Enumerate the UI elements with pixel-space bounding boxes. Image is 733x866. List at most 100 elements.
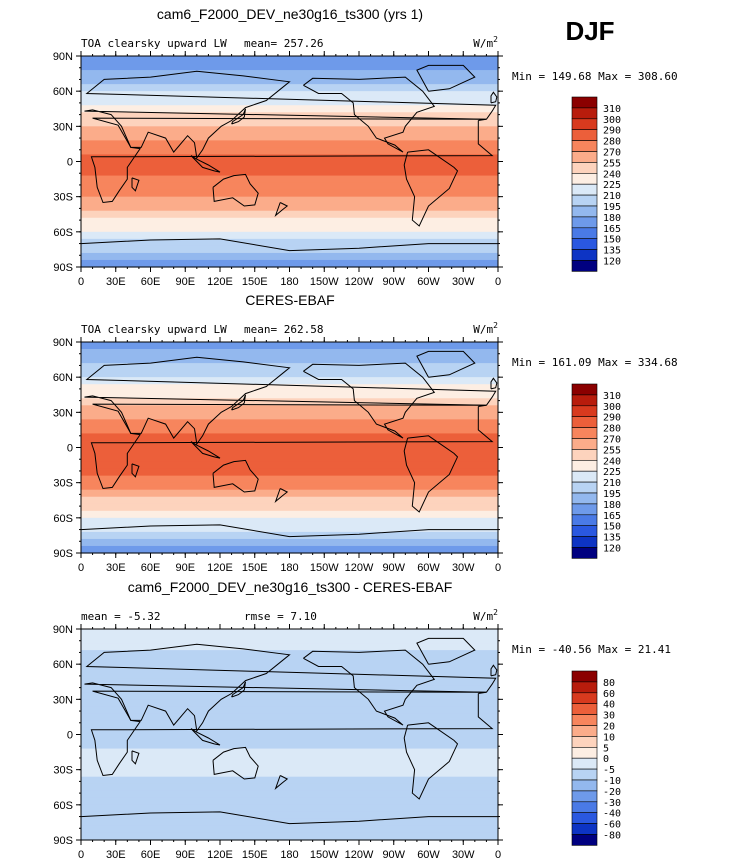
colorbar-box [571,525,598,537]
field-band [81,405,498,413]
coastlines [80,637,498,825]
field-band [81,196,498,205]
season-label: DJF [565,16,614,46]
panel-title: cam6_F2000_DEV_ne30g16_ts300 - CERES-EBA… [128,579,453,595]
map-panel-3: 90N 60N 30N 0 30S 60S 90S 0 30E 60E 90E 120E 150E 180… [53,579,671,861]
colorbar-box [571,779,598,792]
coastline [190,728,221,746]
field-band [81,412,498,420]
lon-tick-label: 90W [382,562,405,574]
field-band [81,818,498,827]
lon-tick-label: 0 [495,562,501,574]
field-band [81,636,498,644]
field-band [81,468,498,477]
map-field [81,56,498,268]
colorbar-label: 310 [603,104,621,115]
colorbar-box [571,492,598,505]
lon-tick-label: 60E [141,276,161,288]
field-band [81,231,498,240]
coastline [231,681,246,698]
colorbar-label: 280 [603,424,621,435]
field-band [81,685,498,693]
colorbar-box [571,129,598,141]
lat-tick-label: 30N [53,694,73,706]
lon-tick-label: 120E [207,849,233,861]
field-band [81,419,498,427]
coastline [403,722,459,800]
lat-tick-label: 30N [53,121,73,133]
colorbar-box [571,670,598,683]
field-band [81,510,498,519]
lat-tick-label: 30S [53,765,73,777]
colorbar-label: 300 [603,115,621,126]
field-band [81,783,498,792]
lat-tick-label: 0 [67,443,73,455]
panel-mean: mean= 257.26 [244,37,323,50]
colorbar-label: 270 [603,435,621,446]
field-band [81,524,498,533]
field-band [81,692,498,700]
colorbar-label: 210 [603,191,621,202]
colorbar-box [571,736,598,748]
colorbar-box [571,260,598,272]
colorbar-box [571,151,598,163]
coastline [212,173,259,207]
field-band [81,489,498,498]
colorbar-label: 60 [603,689,615,700]
colorbar-box [571,714,598,726]
lat-tick-label: 90N [53,624,73,636]
coastline [90,690,494,777]
colorbar-box [571,449,598,461]
coastline [84,643,497,733]
field-band [81,217,498,226]
colorbar-box [571,725,598,737]
lon-tick-label: 120E [207,562,233,574]
lon-tick-label: 60W [417,849,440,861]
field-band [81,755,498,764]
field-band [81,342,498,350]
field-band [81,426,498,435]
panel-minmax: Min = 161.09 Max = 334.68 [512,356,678,369]
coastline [84,356,497,446]
colorbar-label: -30 [603,798,621,809]
lon-tick-label: 120W [345,276,374,288]
field-band [81,769,498,778]
field-band [81,133,498,141]
colorbar-box [571,681,598,694]
colorbar-label: 135 [603,246,621,257]
lat-tick-label: 60N [53,659,73,671]
colorbar-box [571,118,598,131]
field-band [81,349,498,357]
field-band [81,56,498,64]
colorbar-label: 300 [603,402,621,413]
lat-tick-label: 90N [53,337,73,349]
lon-tick-label: 30W [452,562,475,574]
colorbar-box [571,692,598,704]
panel-units: W/m2 [473,321,498,336]
lat-tick-label: 30S [53,192,73,204]
field-band [81,699,498,707]
colorbar-label: 135 [603,533,621,544]
colorbar-label: 290 [603,126,621,137]
colorbar-box [571,703,598,715]
field-band [81,461,498,470]
panel-mean: mean= 262.58 [244,323,323,336]
field-band [81,259,498,268]
field-band [81,210,498,219]
field-band [81,657,498,665]
units-base: W/m [473,323,493,336]
lon-tick-label: 90E [175,849,195,861]
field-band [81,147,498,156]
colorbar-box [571,416,598,428]
units-base: W/m [473,610,493,623]
coastline [80,238,498,252]
lon-tick-label: 120E [207,276,233,288]
field-band [81,664,498,672]
lon-tick-label: 0 [495,849,501,861]
colorbar-box [571,834,598,846]
colorbar-box [571,547,598,559]
colorbar-label: 195 [603,489,621,500]
coastline [416,637,476,665]
colorbar-label: 255 [603,158,621,169]
field-band [81,741,498,750]
